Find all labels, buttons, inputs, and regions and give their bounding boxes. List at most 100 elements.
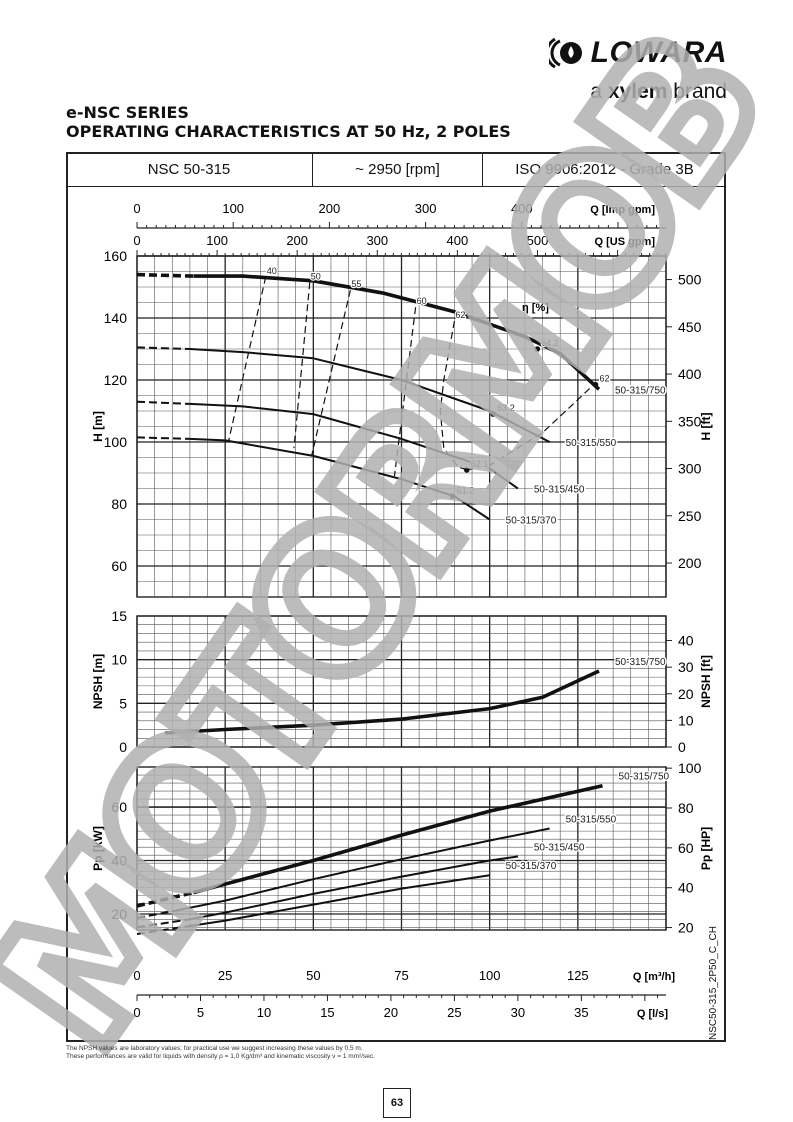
y-axis-label: Pp [kW] (91, 826, 105, 871)
top-axis-tick-label: 200 (286, 233, 308, 248)
efficiency-iso-line (228, 276, 267, 441)
lowara-logo: LOWARA (548, 36, 727, 70)
y2-tick-label: 450 (678, 319, 702, 335)
x2-tick-label: 35 (574, 1005, 588, 1020)
top-axis-tick-label: 300 (415, 201, 437, 216)
x-tick-label: 125 (567, 968, 589, 983)
chart-frame (66, 152, 726, 1042)
series-line-dashed (136, 272, 194, 278)
x2-tick-label: 30 (511, 1005, 525, 1020)
series-line (189, 437, 491, 521)
y-tick-label: 60 (111, 799, 127, 815)
y2-tick-label: 250 (678, 508, 702, 524)
y2-tick-label: 500 (678, 272, 702, 288)
watermark: MOTORMOB (0, 0, 793, 1094)
standard-cell: ISO 9906:2012 - Grade 3B (515, 160, 694, 178)
x2-tick-label: 0 (133, 1005, 140, 1020)
y-tick-label: 20 (111, 906, 127, 922)
efficiency-point-label: 62 (599, 374, 609, 384)
y2-tick-label: 20 (678, 686, 694, 702)
y2-tick-label: 80 (678, 800, 694, 816)
efficiency-point-label: 64.2 (541, 338, 559, 348)
series-line (189, 402, 519, 490)
series-line (192, 783, 603, 895)
series-line (172, 827, 550, 913)
series-label: 50-315/550 (566, 438, 617, 449)
y2-tick-label: 0 (678, 739, 686, 755)
lowara-drop-icon (548, 37, 582, 69)
top-axis-tick-label: 100 (206, 233, 228, 248)
efficiency-point (463, 467, 470, 473)
x-tick-label: 0 (133, 968, 140, 983)
top-axis-tick-label: 200 (319, 201, 341, 216)
footnotes: The NPSH values are laboratory values; f… (66, 1045, 375, 1061)
efficiency-label: 62 (455, 310, 465, 320)
x2-tick-label: 25 (447, 1005, 461, 1020)
y2-tick-label: 200 (678, 555, 702, 571)
brand-tagline: a xylem brand (590, 80, 727, 104)
logo-text: LOWARA (590, 36, 727, 69)
y-tick-label: 0 (119, 739, 127, 755)
series-line-dashed (136, 890, 194, 908)
series-line (165, 669, 600, 735)
series-line (189, 348, 551, 443)
efficiency-iso-line (466, 382, 596, 471)
series-label: 50-315/750 (615, 657, 666, 668)
top-axis-label: Q [Imp gpm] (590, 204, 655, 216)
x-tick-label: 75 (394, 968, 408, 983)
x2-tick-label: 10 (257, 1005, 271, 1020)
series-label: 50-315/370 (506, 861, 557, 872)
x-tick-label: 25 (218, 968, 232, 983)
y-tick-label: 160 (104, 248, 128, 264)
tagline-xylem: xylem (607, 80, 668, 103)
series-line-dashed (136, 436, 190, 440)
y2-axis-label: Pp [HP] (699, 827, 713, 870)
efficiency-point-label: 62.1 (471, 459, 489, 469)
y2-tick-label: 40 (678, 880, 694, 896)
page-number: 63 (383, 1088, 411, 1118)
y2-tick-label: 300 (678, 461, 702, 477)
top-axis-tick-label: 0 (133, 233, 140, 248)
series-line-dashed (136, 346, 190, 350)
y2-tick-label: 100 (678, 760, 702, 776)
series-label: 50-315/750 (615, 385, 666, 396)
plot-area (136, 615, 667, 748)
series-line-dashed (136, 910, 173, 919)
y2-axis-label: NPSH [ft] (699, 655, 713, 708)
plot-area (136, 766, 667, 931)
y-axis-label: NPSH [m] (91, 654, 105, 709)
y-tick-label: 100 (104, 434, 128, 450)
series-label: 50-315/450 (534, 843, 585, 854)
tagline-post: brand (673, 80, 727, 103)
series-label: 50-315/750 (619, 772, 670, 783)
y-tick-label: 140 (104, 310, 128, 326)
tagline-pre: a (590, 80, 603, 103)
x-axis-label: Q [m³/h] (633, 971, 675, 983)
top-axis-tick-label: 0 (133, 201, 140, 216)
x-tick-label: 50 (306, 968, 320, 983)
series-line (189, 874, 490, 927)
top-axis-tick-label: 500 (527, 233, 549, 248)
series-label: 50-315/370 (506, 516, 557, 527)
y-tick-label: 60 (111, 558, 127, 574)
series-title: e-NSC SERIES (66, 103, 189, 122)
x-tick-label: 100 (479, 968, 501, 983)
y-tick-label: 15 (111, 608, 127, 624)
y-axis-label: H [m] (91, 411, 105, 442)
efficiency-axis-label: η [%] (522, 302, 549, 314)
top-axis-tick-label: 400 (511, 201, 533, 216)
y2-axis-label: H [ft] (699, 413, 713, 441)
efficiency-label: 55 (351, 279, 361, 289)
x2-tick-label: 20 (384, 1005, 398, 1020)
y-tick-label: 10 (111, 652, 127, 668)
top-axis-tick-label: 400 (447, 233, 469, 248)
y2-tick-label: 60 (678, 840, 694, 856)
model-cell: NSC 50-315 (66, 152, 313, 186)
y2-tick-label: 40 (678, 633, 694, 649)
y2-tick-label: 10 (678, 712, 694, 728)
series-line-dashed (136, 925, 191, 935)
info-row: NSC 50-315 ~ 2950 [rpm] ISO 9906:2012 - … (66, 152, 726, 187)
series-line-dashed (136, 918, 191, 929)
x2-tick-label: 5 (197, 1005, 204, 1020)
